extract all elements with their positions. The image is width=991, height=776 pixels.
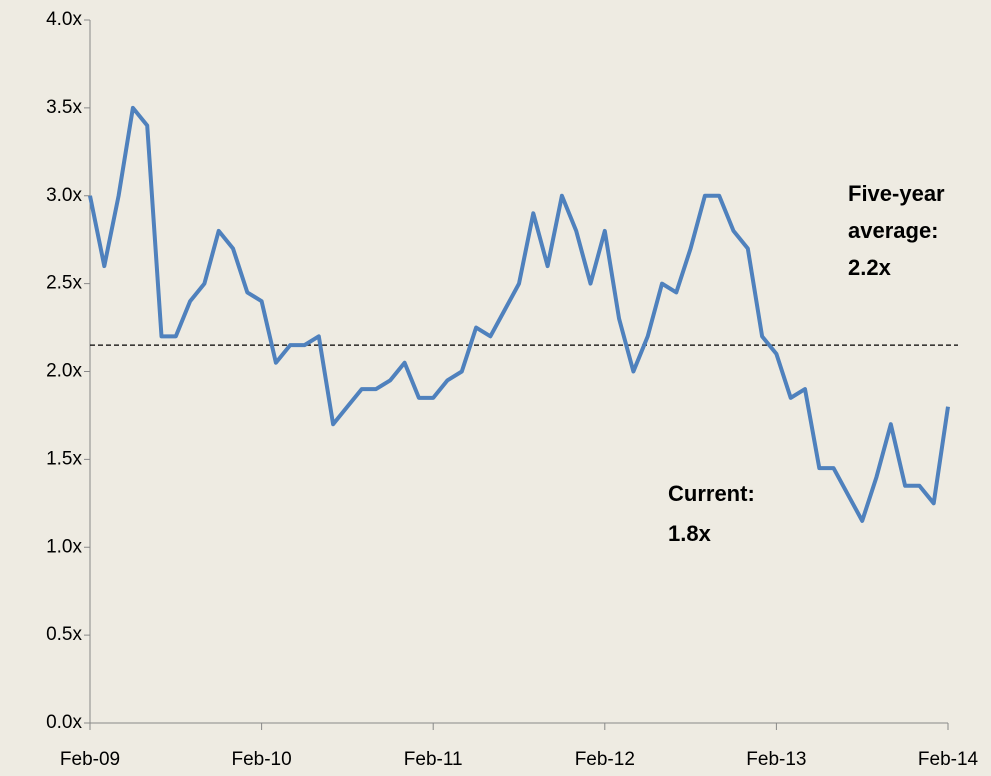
annotation: 1.8x bbox=[668, 521, 712, 546]
annotation: average: bbox=[848, 218, 939, 243]
y-tick-label: 0.5x bbox=[46, 624, 82, 645]
y-tick-label: 3.5x bbox=[46, 97, 82, 118]
y-tick-label: 4.0x bbox=[46, 9, 82, 30]
series-line bbox=[88, 105, 950, 523]
y-tick-label: 1.0x bbox=[46, 536, 82, 557]
x-tick-label: Feb-10 bbox=[231, 749, 291, 770]
y-tick-label: 3.0x bbox=[46, 185, 82, 206]
annotation: Five-year bbox=[848, 181, 945, 206]
x-tick-label: Feb-09 bbox=[60, 749, 120, 770]
y-tick-label: 2.5x bbox=[46, 273, 82, 294]
y-tick-label: 0.0x bbox=[46, 712, 82, 733]
y-tick-label: 2.0x bbox=[46, 361, 82, 382]
x-tick-label: Feb-14 bbox=[918, 749, 979, 770]
annotation: Current: bbox=[668, 481, 755, 506]
y-tick-label: 1.5x bbox=[46, 448, 82, 469]
x-tick-label: Feb-11 bbox=[404, 749, 463, 770]
x-tick-label: Feb-12 bbox=[575, 749, 635, 770]
x-tick-label: Feb-13 bbox=[746, 749, 806, 770]
annotation: 2.2x bbox=[848, 255, 892, 280]
